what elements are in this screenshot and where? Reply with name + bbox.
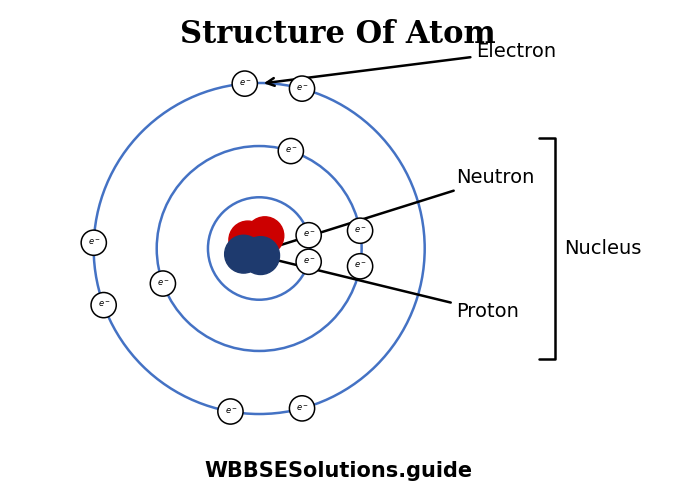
Text: Nucleus: Nucleus bbox=[564, 239, 642, 258]
Text: Proton: Proton bbox=[258, 253, 519, 321]
Text: Neutron: Neutron bbox=[266, 168, 535, 251]
Circle shape bbox=[81, 230, 106, 255]
Circle shape bbox=[229, 221, 267, 259]
Circle shape bbox=[279, 139, 304, 164]
Circle shape bbox=[91, 293, 116, 318]
Text: Electron: Electron bbox=[266, 42, 556, 86]
Circle shape bbox=[347, 218, 372, 244]
Circle shape bbox=[232, 71, 258, 96]
Text: $e^-$: $e^-$ bbox=[296, 83, 309, 93]
Text: $e^-$: $e^-$ bbox=[354, 225, 367, 235]
Text: $e^-$: $e^-$ bbox=[354, 261, 367, 270]
Circle shape bbox=[218, 399, 243, 424]
Text: $e^-$: $e^-$ bbox=[303, 230, 316, 240]
Text: $e^-$: $e^-$ bbox=[224, 406, 237, 415]
Text: WBBSESolutions.guide: WBBSESolutions.guide bbox=[204, 461, 472, 481]
Text: $e^-$: $e^-$ bbox=[98, 300, 111, 309]
Circle shape bbox=[289, 76, 314, 101]
Text: $e^-$: $e^-$ bbox=[285, 146, 298, 155]
Circle shape bbox=[296, 223, 321, 248]
Circle shape bbox=[246, 217, 284, 254]
Text: Structure Of Atom: Structure Of Atom bbox=[180, 19, 496, 50]
Circle shape bbox=[242, 237, 279, 274]
Circle shape bbox=[224, 235, 262, 273]
Circle shape bbox=[289, 396, 314, 421]
Circle shape bbox=[150, 271, 176, 296]
Text: $e^-$: $e^-$ bbox=[88, 237, 101, 247]
Text: $e^-$: $e^-$ bbox=[157, 278, 170, 288]
Circle shape bbox=[296, 249, 321, 274]
Circle shape bbox=[347, 253, 372, 279]
Text: $e^-$: $e^-$ bbox=[239, 78, 252, 88]
Text: $e^-$: $e^-$ bbox=[303, 256, 316, 266]
Text: $e^-$: $e^-$ bbox=[296, 403, 309, 413]
